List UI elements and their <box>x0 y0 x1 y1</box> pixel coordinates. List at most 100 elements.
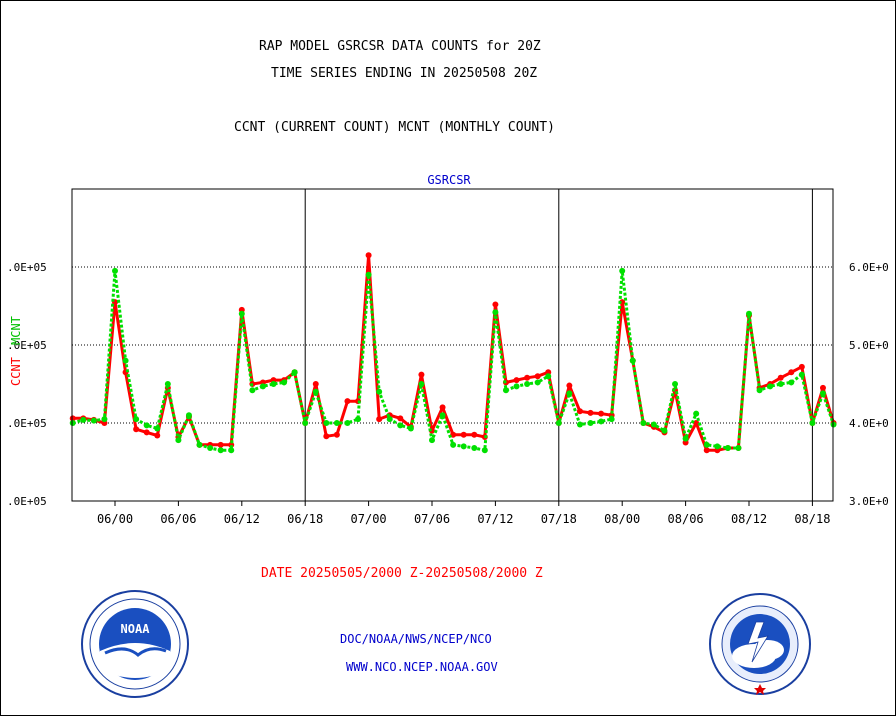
noaa-logo: NOAA <box>81 590 189 698</box>
point-ccnt <box>344 398 351 405</box>
point-mcnt <box>281 379 288 386</box>
point-mcnt <box>333 420 340 426</box>
left-axis-label-mcnt: MCNT <box>9 316 23 345</box>
point-mcnt <box>397 422 404 429</box>
x-tick-label: 06/06 <box>160 512 196 526</box>
point-ccnt <box>460 431 467 438</box>
point-mcnt <box>407 425 414 432</box>
point-mcnt <box>555 420 562 426</box>
point-mcnt <box>640 420 647 426</box>
point-mcnt <box>830 421 837 428</box>
point-mcnt <box>756 387 763 394</box>
point-mcnt <box>154 425 161 432</box>
point-mcnt <box>587 420 594 426</box>
point-ccnt <box>397 415 404 422</box>
point-mcnt <box>386 416 393 423</box>
point-ccnt <box>576 408 583 415</box>
point-mcnt <box>207 444 214 451</box>
x-tick-label: 06/18 <box>287 512 323 526</box>
right-y-tick-label: 4.0E+0 <box>849 417 889 430</box>
point-mcnt <box>598 418 605 425</box>
left-y-tick-label: .0E+05 <box>7 495 47 508</box>
point-ccnt <box>788 369 795 376</box>
point-mcnt <box>703 441 710 448</box>
point-mcnt <box>788 379 795 386</box>
point-ccnt <box>819 384 826 391</box>
point-mcnt <box>724 444 731 451</box>
point-mcnt <box>798 371 805 378</box>
point-ccnt <box>777 374 784 381</box>
point-ccnt <box>418 371 425 378</box>
point-mcnt <box>809 420 816 426</box>
point-ccnt <box>524 374 531 381</box>
point-mcnt <box>566 390 573 397</box>
plot-border <box>71 188 834 502</box>
point-ccnt <box>439 404 446 411</box>
point-mcnt <box>302 420 309 426</box>
point-mcnt <box>513 383 520 390</box>
point-mcnt <box>672 381 679 387</box>
x-tick-label: 07/06 <box>414 512 450 526</box>
point-mcnt <box>576 421 583 428</box>
point-mcnt <box>365 271 372 278</box>
point-ccnt <box>154 432 161 439</box>
point-mcnt <box>217 447 224 454</box>
left-y-tick-label: .0E+05 <box>7 261 47 274</box>
point-mcnt <box>492 309 499 316</box>
point-ccnt <box>492 301 499 308</box>
point-mcnt <box>767 383 774 390</box>
x-tick-label: 08/06 <box>668 512 704 526</box>
chart-title-line-2: TIME SERIES ENDING IN 20250508 20Z <box>271 66 538 81</box>
point-ccnt <box>598 410 605 417</box>
x-tick-label: 07/00 <box>351 512 387 526</box>
x-tick-label: 08/12 <box>731 512 767 526</box>
noaa-logo-text: NOAA <box>121 622 151 636</box>
point-mcnt <box>69 420 76 426</box>
x-tick-label: 08/00 <box>604 512 640 526</box>
point-mcnt <box>471 444 478 451</box>
point-mcnt <box>228 447 235 454</box>
point-mcnt <box>344 420 351 426</box>
point-mcnt <box>481 447 488 454</box>
point-ccnt <box>312 381 319 387</box>
point-ccnt <box>566 382 573 389</box>
point-mcnt <box>112 267 118 274</box>
point-mcnt <box>777 381 784 387</box>
right-y-tick-label: 5.0E+0 <box>849 339 889 352</box>
x-tick-label: 07/18 <box>541 512 577 526</box>
left-y-tick-label: .0E+05 <box>7 339 47 352</box>
left-axis-label-ccnt: CCNT <box>9 357 23 386</box>
point-ccnt <box>534 373 541 380</box>
point-ccnt <box>798 363 805 370</box>
point-mcnt <box>270 381 277 387</box>
point-ccnt <box>471 431 478 438</box>
point-mcnt <box>608 416 615 423</box>
nws-logo <box>709 593 811 695</box>
point-mcnt <box>819 390 826 397</box>
point-mcnt <box>249 387 256 394</box>
point-mcnt <box>143 422 150 429</box>
point-mcnt <box>133 416 140 423</box>
right-y-tick-label: 3.0E+0 <box>849 495 889 508</box>
chart-title-line-1: RAP MODEL GSRCSR DATA COUNTS for 20Z <box>259 39 541 54</box>
point-mcnt <box>524 381 531 387</box>
point-ccnt <box>217 441 224 448</box>
point-mcnt <box>238 310 245 317</box>
point-mcnt <box>545 373 552 380</box>
point-mcnt <box>175 437 182 444</box>
point-mcnt <box>376 388 383 395</box>
footer-url: WWW.NCO.NCEP.NOAA.GOV <box>346 660 498 674</box>
point-mcnt <box>291 369 298 376</box>
point-mcnt <box>196 441 203 448</box>
chart-subtitle: CCNT (CURRENT COUNT) MCNT (MONTHLY COUNT… <box>234 120 555 135</box>
point-mcnt <box>439 412 446 419</box>
point-mcnt <box>629 357 636 364</box>
footer-agency: DOC/NOAA/NWS/NCEP/NCO <box>340 632 492 646</box>
point-ccnt <box>365 252 372 259</box>
point-mcnt <box>80 416 87 423</box>
point-ccnt <box>587 409 594 416</box>
x-tick-label: 06/00 <box>97 512 133 526</box>
point-mcnt <box>101 416 108 423</box>
point-mcnt <box>619 267 626 274</box>
x-tick-label: 06/12 <box>224 512 260 526</box>
